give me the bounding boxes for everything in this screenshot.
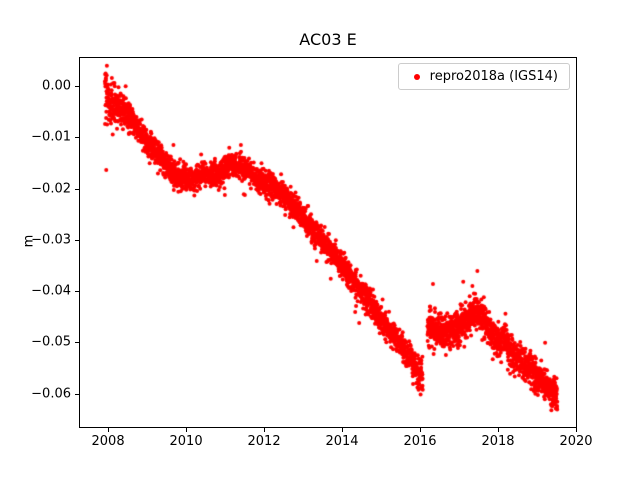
y-tick-mark — [75, 239, 79, 241]
y-tick-label: −0.06 — [31, 386, 71, 402]
y-tick-label: −0.05 — [31, 334, 71, 350]
x-tick-label: 2016 — [403, 434, 437, 449]
x-tick-label: 2008 — [91, 434, 125, 449]
y-tick-mark — [75, 291, 79, 293]
x-tick-label: 2014 — [325, 434, 359, 449]
y-tick-mark — [75, 137, 79, 139]
legend-label: repro2018a (IGS14) — [429, 69, 558, 84]
plot-area: repro2018a (IGS14) — [79, 57, 577, 428]
y-tick-mark — [75, 342, 79, 344]
y-tick-mark — [75, 188, 79, 190]
y-tick-mark — [75, 86, 79, 88]
x-tick-mark — [498, 428, 499, 432]
y-tick-mark — [75, 393, 79, 395]
x-tick-mark — [186, 428, 188, 432]
y-tick-label: −0.02 — [31, 181, 71, 197]
x-tick-mark — [342, 428, 344, 432]
legend-marker-dot — [413, 73, 420, 80]
y-tick-label: −0.04 — [31, 283, 71, 299]
x-tick-mark — [108, 428, 110, 432]
x-tick-label: 2020 — [559, 434, 593, 449]
legend: repro2018a (IGS14) — [397, 63, 570, 90]
x-tick-label: 2018 — [481, 434, 515, 449]
y-tick-label: 0.00 — [42, 78, 71, 94]
y-tick-label: −0.03 — [31, 232, 71, 248]
chart-title: AC03 E — [299, 30, 357, 49]
x-tick-mark — [576, 428, 577, 432]
x-tick-label: 2012 — [247, 434, 281, 449]
scatter-points-canvas — [80, 58, 576, 427]
x-tick-mark — [420, 428, 422, 432]
y-tick-label: −0.01 — [31, 129, 71, 145]
x-tick-label: 2010 — [169, 434, 203, 449]
x-tick-mark — [264, 428, 266, 432]
